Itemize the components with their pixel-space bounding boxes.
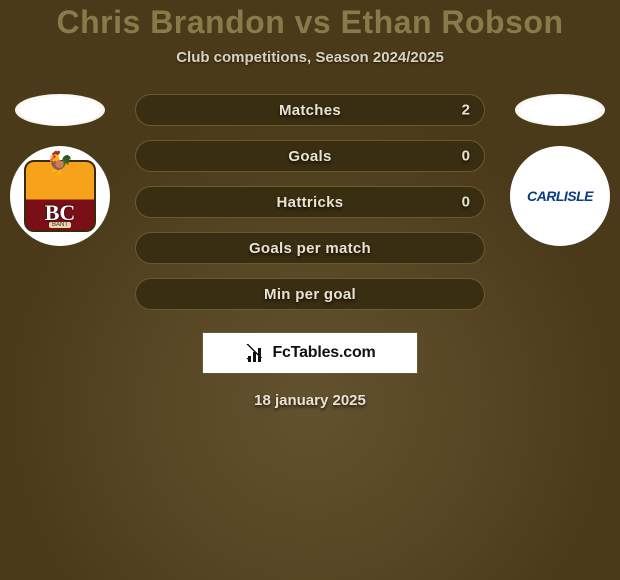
rooster-icon: 🐓 bbox=[46, 150, 73, 176]
bradford-shield-icon: 🐓 BC BANT bbox=[24, 160, 96, 232]
stat-row-goals: Goals 0 bbox=[135, 140, 485, 172]
stat-label: Goals bbox=[288, 148, 331, 165]
stat-value-right: 2 bbox=[462, 102, 470, 119]
stat-row-min-per-goal: Min per goal bbox=[135, 278, 485, 310]
page-subtitle: Club competitions, Season 2024/2025 bbox=[0, 49, 620, 66]
stats-list: Matches 2 Goals 0 Hattricks 0 Goals per … bbox=[135, 94, 485, 310]
brand-attribution[interactable]: FcTables.com bbox=[202, 332, 418, 374]
stat-row-matches: Matches 2 bbox=[135, 94, 485, 126]
stat-label: Min per goal bbox=[264, 286, 356, 303]
comparison-layout: 🐓 BC BANT Matches 2 Goals 0 Hattricks 0 … bbox=[0, 94, 620, 310]
player-left-photo-placeholder bbox=[15, 94, 105, 126]
stat-label: Hattricks bbox=[277, 194, 344, 211]
stat-row-hattricks: Hattricks 0 bbox=[135, 186, 485, 218]
carlisle-badge-text: CARLISLE bbox=[527, 188, 593, 204]
club-badge-left: 🐓 BC BANT bbox=[10, 146, 110, 246]
player-right-photo-placeholder bbox=[515, 94, 605, 126]
stat-label: Matches bbox=[279, 102, 341, 119]
page-title: Chris Brandon vs Ethan Robson bbox=[0, 4, 620, 41]
chart-icon bbox=[244, 344, 266, 362]
brand-text: FcTables.com bbox=[272, 344, 375, 362]
stat-value-right: 0 bbox=[462, 148, 470, 165]
generation-date: 18 january 2025 bbox=[0, 392, 620, 409]
player-right-column: CARLISLE bbox=[510, 94, 610, 246]
bradford-badge-ribbon: BANT bbox=[49, 222, 71, 228]
bradford-badge-text: BC bbox=[45, 202, 76, 224]
stat-row-goals-per-match: Goals per match bbox=[135, 232, 485, 264]
player-left-column: 🐓 BC BANT bbox=[10, 94, 110, 246]
club-badge-right: CARLISLE bbox=[510, 146, 610, 246]
stat-label: Goals per match bbox=[249, 240, 371, 257]
stat-value-right: 0 bbox=[462, 194, 470, 211]
